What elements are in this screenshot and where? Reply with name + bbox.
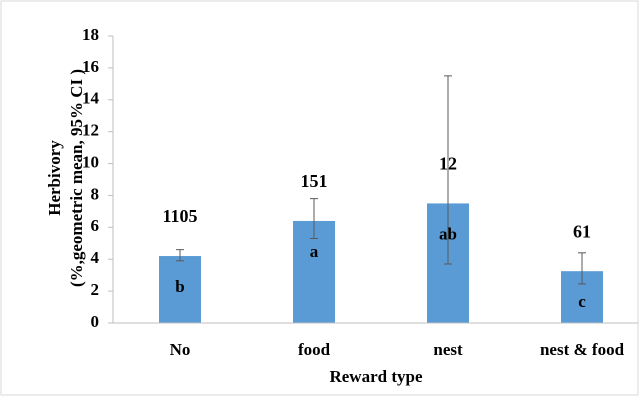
y-tick-label: 12 — [82, 121, 99, 140]
count-label: 1105 — [162, 206, 197, 226]
letter-label: c — [578, 292, 586, 311]
count-label: 12 — [439, 154, 457, 174]
error-bar — [176, 249, 184, 262]
error-bar — [310, 198, 318, 239]
x-tick-label: No — [170, 340, 191, 359]
y-tick-label: 14 — [82, 89, 100, 108]
y-tick-label: 8 — [91, 184, 100, 203]
x-tick-label: food — [298, 340, 331, 359]
x-tick-label: nest & food — [540, 340, 625, 359]
y-tick-label: 16 — [82, 57, 99, 76]
count-label: 61 — [573, 221, 591, 241]
x-tick-label: nest — [433, 340, 463, 359]
letter-label: a — [310, 242, 319, 261]
y-tick-label: 18 — [82, 25, 99, 44]
y-tick-label: 10 — [82, 152, 99, 171]
letter-label: b — [175, 277, 184, 296]
bar — [159, 256, 201, 323]
y-tick-label: 6 — [91, 216, 100, 235]
error-bar — [578, 252, 586, 285]
count-label: 151 — [301, 171, 328, 191]
y-tick-label: 0 — [91, 312, 100, 331]
x-label: Reward type — [329, 367, 422, 386]
letter-label: ab — [439, 224, 457, 243]
y-label: Herbivory — [45, 140, 64, 216]
y-tick-label: 2 — [91, 280, 100, 299]
y-label: (%,geometric mean, 95% CI ) — [67, 69, 86, 287]
y-tick-label: 4 — [91, 248, 100, 267]
error-bar — [444, 75, 452, 265]
